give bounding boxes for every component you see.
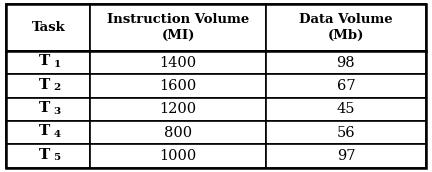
Bar [90, 51, 266, 74]
Bar [266, 4, 426, 51]
Text: 1: 1 [54, 60, 60, 69]
Text: Task: Task [32, 21, 65, 34]
Bar [90, 144, 266, 168]
Bar [6, 4, 90, 51]
Text: T: T [38, 78, 50, 92]
Text: 1400: 1400 [160, 56, 197, 69]
Bar [6, 121, 90, 144]
Bar [90, 4, 266, 51]
Text: 1600: 1600 [160, 79, 197, 93]
Text: 800: 800 [164, 126, 192, 140]
Text: T: T [38, 54, 50, 68]
Text: 1000: 1000 [160, 149, 197, 163]
Text: Data Volume
(Mb): Data Volume (Mb) [299, 13, 393, 42]
Text: T: T [38, 101, 50, 115]
Bar [266, 74, 426, 98]
Text: T: T [38, 125, 50, 138]
Text: 56: 56 [337, 126, 355, 140]
Text: Instruction Volume
(MI): Instruction Volume (MI) [107, 13, 249, 42]
Text: 45: 45 [337, 102, 355, 116]
Bar [6, 74, 90, 98]
Bar [90, 98, 266, 121]
Text: 2: 2 [54, 83, 60, 92]
Text: 3: 3 [54, 106, 60, 116]
Bar [6, 51, 90, 74]
Bar [6, 144, 90, 168]
Bar [6, 98, 90, 121]
Text: 67: 67 [337, 79, 355, 93]
Bar [90, 74, 266, 98]
Bar [266, 51, 426, 74]
Bar [266, 121, 426, 144]
Text: 4: 4 [54, 130, 60, 139]
Text: 5: 5 [54, 153, 60, 162]
Text: T: T [38, 148, 50, 162]
Bar [90, 121, 266, 144]
Text: 1200: 1200 [160, 102, 197, 116]
Bar [266, 144, 426, 168]
Bar [266, 98, 426, 121]
Text: 97: 97 [337, 149, 355, 163]
Text: 98: 98 [337, 56, 355, 69]
